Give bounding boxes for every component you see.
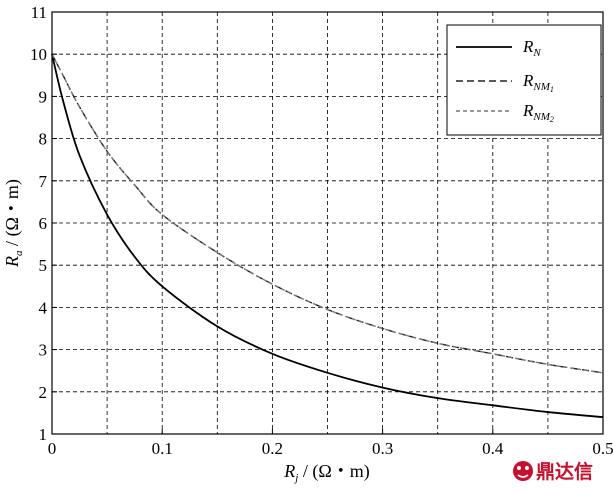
- x-tick-label: 0.5: [592, 439, 613, 458]
- x-axis-ticks: 0 0.1 0.2 0.3 0.4 0.5: [48, 429, 613, 458]
- logo-circle-icon: [513, 461, 533, 481]
- y-tick-label: 1: [39, 425, 48, 444]
- y-axis-title: Ra / (Ω・m): [2, 179, 25, 268]
- legend-label-2: RNM1: [522, 71, 554, 94]
- legend: RN RNM1 RNM2: [446, 24, 602, 136]
- watermark-text: 鼎达信: [536, 460, 593, 483]
- grid-lines: [52, 12, 603, 434]
- x-tick-label: 0.1: [152, 439, 173, 458]
- series-layer: [51, 53, 604, 419]
- y-tick-label: 8: [39, 130, 48, 149]
- series-line-1: [51, 53, 604, 419]
- y-tick-label: 11: [31, 3, 47, 22]
- y-tick-label: 5: [39, 256, 48, 275]
- legend-label-1: RN: [522, 37, 541, 59]
- legend-box: [446, 24, 602, 136]
- y-tick-label: 9: [39, 87, 48, 106]
- y-axis-ticks: 1 2 3 4 5 6 7 8 9 10 11: [30, 3, 57, 444]
- x-tick-label: 0.3: [372, 439, 393, 458]
- series-line-3: [51, 53, 604, 374]
- y-tick-label: 7: [39, 172, 48, 191]
- watermark-logo: 鼎达信: [513, 460, 593, 483]
- legend-label-3: RNM2: [522, 101, 554, 124]
- y-tick-label: 6: [39, 214, 48, 233]
- y-tick-label: 2: [39, 383, 48, 402]
- y-tick-label: 4: [39, 298, 48, 317]
- x-tick-label: 0.2: [262, 439, 283, 458]
- x-tick-label: 0.4: [482, 439, 504, 458]
- y-tick-label: 3: [39, 341, 48, 360]
- x-axis-title: Rj / (Ω・m): [283, 461, 369, 484]
- y-tick-label: 10: [30, 45, 47, 64]
- x-tick-label: 0: [48, 439, 57, 458]
